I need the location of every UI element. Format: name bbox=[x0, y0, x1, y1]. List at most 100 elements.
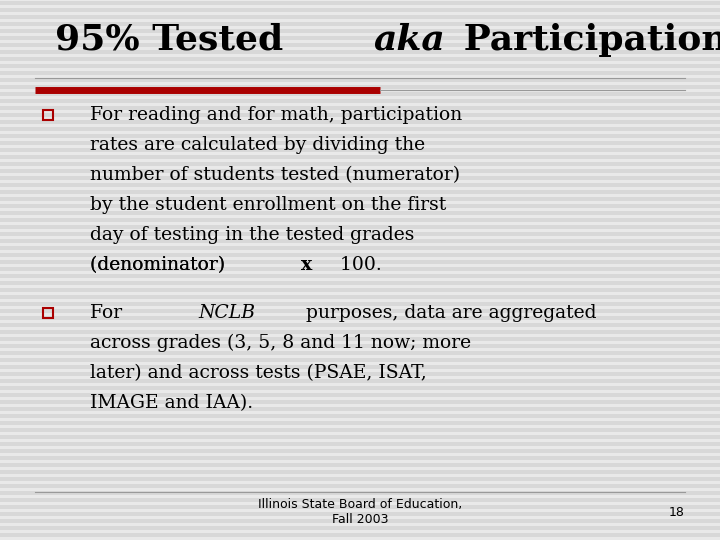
Bar bbox=[0, 502, 720, 505]
Bar bbox=[0, 25, 720, 29]
Bar bbox=[0, 306, 720, 309]
Text: x: x bbox=[301, 256, 312, 274]
Bar bbox=[0, 207, 720, 211]
Bar bbox=[0, 256, 720, 260]
Bar bbox=[0, 417, 720, 421]
Bar bbox=[43, 308, 53, 318]
Bar bbox=[0, 145, 720, 148]
Text: rates are calculated by dividing the: rates are calculated by dividing the bbox=[90, 136, 425, 154]
Bar bbox=[0, 242, 720, 246]
Bar bbox=[0, 165, 720, 169]
Bar bbox=[0, 361, 720, 365]
Bar bbox=[0, 152, 720, 155]
Text: purposes, data are aggregated: purposes, data are aggregated bbox=[300, 304, 597, 322]
Text: For reading and for math, participation: For reading and for math, participation bbox=[90, 106, 462, 124]
Bar bbox=[0, 382, 720, 386]
Bar bbox=[0, 117, 720, 120]
Bar bbox=[0, 446, 720, 449]
Bar bbox=[0, 68, 720, 71]
Text: (denominator): (denominator) bbox=[90, 256, 231, 274]
Text: 18: 18 bbox=[669, 505, 685, 518]
Text: number of students tested (numerator): number of students tested (numerator) bbox=[90, 166, 460, 184]
Bar bbox=[0, 410, 720, 414]
Bar bbox=[0, 474, 720, 477]
Text: aka: aka bbox=[374, 23, 445, 57]
Bar bbox=[0, 424, 720, 428]
Bar bbox=[0, 403, 720, 407]
Bar bbox=[0, 96, 720, 99]
Bar bbox=[0, 285, 720, 288]
Bar bbox=[0, 138, 720, 141]
Text: IMAGE and IAA).: IMAGE and IAA). bbox=[90, 394, 253, 412]
Bar bbox=[0, 249, 720, 253]
Bar bbox=[0, 110, 720, 113]
Bar bbox=[0, 186, 720, 190]
Bar bbox=[0, 179, 720, 183]
Text: Illinois State Board of Education,
Fall 2003: Illinois State Board of Education, Fall … bbox=[258, 498, 462, 526]
Bar bbox=[0, 481, 720, 484]
Bar bbox=[0, 11, 720, 15]
Bar bbox=[0, 200, 720, 204]
Bar bbox=[0, 214, 720, 218]
Bar bbox=[0, 32, 720, 36]
Bar bbox=[0, 235, 720, 239]
Bar bbox=[0, 82, 720, 85]
Text: For: For bbox=[90, 304, 128, 322]
Bar bbox=[0, 368, 720, 372]
Bar bbox=[0, 460, 720, 463]
Bar bbox=[0, 75, 720, 78]
Bar bbox=[0, 299, 720, 302]
Bar bbox=[0, 0, 720, 1]
Text: later) and across tests (PSAE, ISAT,: later) and across tests (PSAE, ISAT, bbox=[90, 364, 427, 382]
Bar bbox=[0, 537, 720, 540]
Text: 95% Tested: 95% Tested bbox=[55, 23, 296, 57]
Bar bbox=[0, 39, 720, 43]
Bar bbox=[0, 46, 720, 50]
Bar bbox=[0, 467, 720, 470]
Bar bbox=[0, 396, 720, 400]
Text: day of testing in the tested grades: day of testing in the tested grades bbox=[90, 226, 415, 244]
Bar bbox=[0, 453, 720, 456]
Bar bbox=[0, 530, 720, 533]
Bar bbox=[0, 334, 720, 337]
Bar bbox=[0, 488, 720, 491]
Bar bbox=[0, 523, 720, 526]
Bar bbox=[0, 60, 720, 64]
Bar bbox=[0, 172, 720, 176]
Bar bbox=[0, 131, 720, 134]
Bar bbox=[0, 4, 720, 8]
Text: Participation: Participation bbox=[451, 23, 720, 57]
Bar bbox=[0, 320, 720, 323]
Bar bbox=[0, 375, 720, 379]
Bar bbox=[43, 110, 53, 120]
Text: NCLB: NCLB bbox=[198, 304, 255, 322]
Bar bbox=[0, 348, 720, 351]
Bar bbox=[0, 124, 720, 127]
Bar bbox=[0, 271, 720, 274]
Bar bbox=[0, 159, 720, 162]
Bar bbox=[0, 221, 720, 225]
Bar bbox=[0, 327, 720, 330]
Bar bbox=[0, 103, 720, 106]
Bar bbox=[0, 495, 720, 498]
Text: (denominator): (denominator) bbox=[90, 256, 231, 274]
Bar bbox=[0, 354, 720, 358]
Bar bbox=[0, 89, 720, 92]
Bar bbox=[0, 431, 720, 435]
Bar bbox=[0, 516, 720, 519]
Bar bbox=[0, 438, 720, 442]
Text: across grades (3, 5, 8 and 11 now; more: across grades (3, 5, 8 and 11 now; more bbox=[90, 334, 471, 352]
Bar bbox=[0, 193, 720, 197]
Text: 100.: 100. bbox=[334, 256, 382, 274]
Bar bbox=[0, 389, 720, 393]
Bar bbox=[0, 341, 720, 344]
Bar bbox=[0, 264, 720, 267]
Bar bbox=[0, 53, 720, 57]
Bar bbox=[0, 313, 720, 316]
Bar bbox=[0, 228, 720, 232]
Bar bbox=[0, 278, 720, 281]
Bar bbox=[0, 292, 720, 295]
Bar bbox=[0, 18, 720, 22]
Bar bbox=[0, 509, 720, 512]
Text: by the student enrollment on the first: by the student enrollment on the first bbox=[90, 196, 446, 214]
